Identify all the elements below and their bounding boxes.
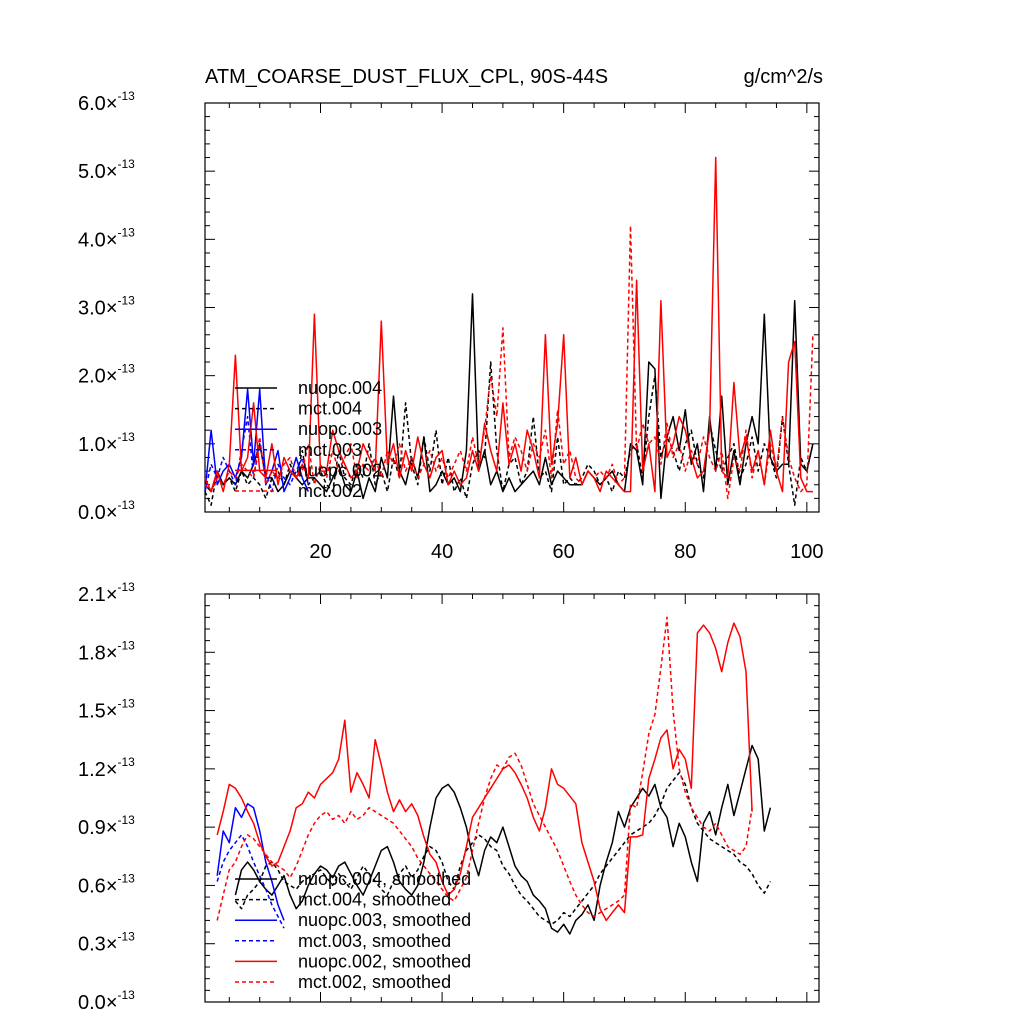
- series-line-mct-002: [204, 224, 814, 500]
- y-tick-mantissa: 1.2: [78, 759, 106, 781]
- y-tick-times: ×: [106, 434, 118, 456]
- y-tick-mantissa: 6.0: [78, 93, 106, 115]
- legend-label: nuopc.003, smoothed: [298, 910, 471, 930]
- series-line-nuopc-004-smoothed: [234, 744, 772, 935]
- y-tick-exponent: -13: [118, 755, 136, 769]
- legend-label: mct.002: [298, 481, 362, 501]
- y-tick-label: 0.6×-13: [78, 871, 135, 897]
- y-tick-mantissa: 1.8: [78, 642, 106, 664]
- y-tick-times: ×: [106, 701, 118, 723]
- y-tick-label: 1.5×-13: [78, 697, 135, 723]
- y-tick-label: 0.9×-13: [78, 813, 135, 839]
- y-tick-label: 2.1×-13: [78, 580, 135, 606]
- y-tick-mantissa: 3.0: [78, 298, 106, 320]
- series-line-nuopc-003-smoothed: [216, 803, 285, 921]
- y-tick-exponent: -13: [118, 294, 136, 308]
- legend-label: nuopc.003: [298, 419, 382, 439]
- y-tick-times: ×: [106, 298, 118, 320]
- bottom-panel: 0.0×-130.3×-130.6×-130.9×-131.2×-131.5×-…: [78, 580, 820, 1014]
- y-tick-times: ×: [106, 817, 118, 839]
- y-tick-label: 2.0×-13: [78, 362, 135, 388]
- top-legend: nuopc.004mct.004nuopc.003mct.003nuopc.00…: [235, 378, 382, 501]
- y-tick-mantissa: 2.1: [78, 584, 106, 606]
- y-tick-exponent: -13: [118, 871, 136, 885]
- y-tick-exponent: -13: [118, 580, 136, 594]
- legend-label: nuopc.002: [298, 460, 382, 480]
- y-tick-label: 4.0×-13: [78, 225, 135, 251]
- y-tick-label: 0.0×-13: [78, 988, 135, 1014]
- x-tick-label: 20: [309, 541, 331, 563]
- y-tick-times: ×: [106, 992, 118, 1014]
- legend-label: mct.004, smoothed: [298, 890, 451, 910]
- y-tick-mantissa: 0.6: [78, 875, 106, 897]
- y-tick-mantissa: 1.5: [78, 701, 106, 723]
- y-tick-times: ×: [106, 161, 118, 183]
- y-tick-times: ×: [106, 759, 118, 781]
- y-tick-exponent: -13: [118, 498, 136, 512]
- y-tick-exponent: -13: [118, 225, 136, 239]
- series-line-mct-002-smoothed: [216, 616, 753, 921]
- y-tick-times: ×: [106, 229, 118, 251]
- legend-label: mct.002, smoothed: [298, 972, 451, 992]
- series-line-nuopc-003: [204, 388, 309, 493]
- y-tick-exponent: -13: [118, 89, 136, 103]
- y-tick-times: ×: [106, 584, 118, 606]
- bottom-plot-frame: [204, 593, 820, 1003]
- y-tick-label: 0.3×-13: [78, 930, 135, 956]
- legend-label: mct.004: [298, 399, 362, 419]
- y-tick-exponent: -13: [118, 157, 136, 171]
- bottom-series-layer: [216, 616, 772, 935]
- y-tick-label: 1.0×-13: [78, 430, 135, 456]
- top-plot-title: ATM_COARSE_DUST_FLUX_CPL, 90S-44S: [205, 66, 608, 88]
- y-tick-times: ×: [106, 875, 118, 897]
- y-tick-exponent: -13: [118, 638, 136, 652]
- y-tick-mantissa: 1.0: [78, 434, 106, 456]
- x-tick-label: 60: [553, 541, 575, 563]
- x-tick-label: 80: [674, 541, 696, 563]
- y-tick-mantissa: 2.0: [78, 366, 106, 388]
- y-tick-mantissa: 5.0: [78, 161, 106, 183]
- legend-label: mct.003: [298, 440, 362, 460]
- y-tick-mantissa: 0.0: [78, 502, 106, 524]
- y-tick-exponent: -13: [118, 697, 136, 711]
- y-tick-times: ×: [106, 93, 118, 115]
- legend-label: nuopc.004: [298, 378, 382, 398]
- bottom-ticks: 0.0×-130.3×-130.6×-130.9×-131.2×-131.5×-…: [78, 580, 819, 1014]
- units-label: g/cm^2/s: [744, 66, 823, 88]
- top-ticks: 20 40 60 80 1000.0×-131.0×-132.0×-133.0×-134…: [78, 89, 824, 563]
- y-tick-exponent: -13: [118, 988, 136, 1002]
- y-tick-exponent: -13: [118, 930, 136, 944]
- series-line-nuopc-004: [204, 293, 814, 500]
- legend-label: nuopc.004, smoothed: [298, 869, 471, 889]
- y-tick-times: ×: [106, 642, 118, 664]
- y-tick-mantissa: 0.3: [78, 934, 106, 956]
- y-tick-mantissa: 0.9: [78, 817, 106, 839]
- y-tick-exponent: -13: [118, 362, 136, 376]
- y-tick-label: 3.0×-13: [78, 294, 135, 320]
- x-tick-label: 40: [431, 541, 453, 563]
- y-tick-label: 5.0×-13: [78, 157, 135, 183]
- series-line-nuopc-002: [204, 156, 813, 493]
- top-panel: ATM_COARSE_DUST_FLUX_CPL, 90S-44S g/cm^2…: [78, 66, 824, 563]
- legend-label: mct.003, smoothed: [298, 931, 451, 951]
- x-tick-label: 100: [790, 541, 823, 563]
- top-series-layer: [204, 156, 814, 506]
- y-tick-exponent: -13: [118, 813, 136, 827]
- series-line-mct-003-smoothed: [216, 834, 285, 929]
- y-tick-times: ×: [106, 934, 118, 956]
- y-tick-times: ×: [106, 366, 118, 388]
- y-tick-label: 1.8×-13: [78, 638, 135, 664]
- y-tick-label: 6.0×-13: [78, 89, 135, 115]
- y-tick-label: 0.0×-13: [78, 498, 135, 524]
- y-tick-mantissa: 4.0: [78, 229, 106, 251]
- y-tick-times: ×: [106, 502, 118, 524]
- y-tick-label: 1.2×-13: [78, 755, 135, 781]
- y-tick-mantissa: 0.0: [78, 992, 106, 1014]
- legend-label: nuopc.002, smoothed: [298, 951, 471, 971]
- y-tick-exponent: -13: [118, 430, 136, 444]
